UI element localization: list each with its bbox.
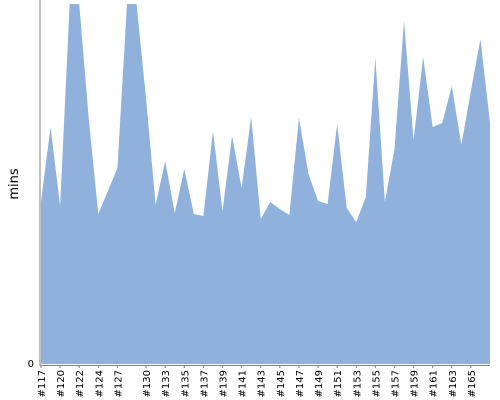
x-tick-label: #159 — [410, 370, 421, 397]
x-tick-label: #149 — [314, 370, 325, 397]
y-axis-title: mins — [7, 168, 22, 200]
x-tick-label: #130 — [142, 370, 153, 397]
area-layer — [41, 4, 490, 364]
x-tick-label: #124 — [94, 370, 105, 397]
x-tick-label: #143 — [257, 370, 268, 397]
x-tick-label: #139 — [219, 370, 230, 397]
axis-layer — [39, 0, 490, 366]
x-tick-label: #127 — [113, 370, 124, 397]
x-tick-label: #133 — [161, 370, 172, 397]
y-ticks-layer: 0 — [28, 359, 34, 370]
x-tick-label: #135 — [180, 370, 191, 397]
y-tick-label: 0 — [28, 359, 34, 370]
x-tick-label: #155 — [371, 370, 382, 397]
x-tick-label: #122 — [75, 370, 86, 397]
x-tick-label: #163 — [448, 370, 459, 397]
x-tick-label: #151 — [333, 370, 344, 397]
x-tick-label: #137 — [199, 370, 210, 397]
area-series — [41, 4, 490, 364]
x-tick-label: #147 — [295, 370, 306, 397]
x-tick-label: #117 — [37, 370, 48, 397]
x-tick-label: #145 — [276, 370, 287, 397]
x-tick-label: #157 — [390, 370, 401, 397]
x-tick-label: #161 — [429, 370, 440, 397]
x-tick-label: #153 — [352, 370, 363, 397]
x-ticks-layer: #117 #120 #122 #124 #127 #130 #133 #135 #137 #139… — [37, 365, 478, 397]
x-tick-label: #165 — [467, 370, 478, 397]
x-tick-label: #120 — [56, 370, 67, 397]
x-tick-label: #141 — [238, 370, 249, 397]
